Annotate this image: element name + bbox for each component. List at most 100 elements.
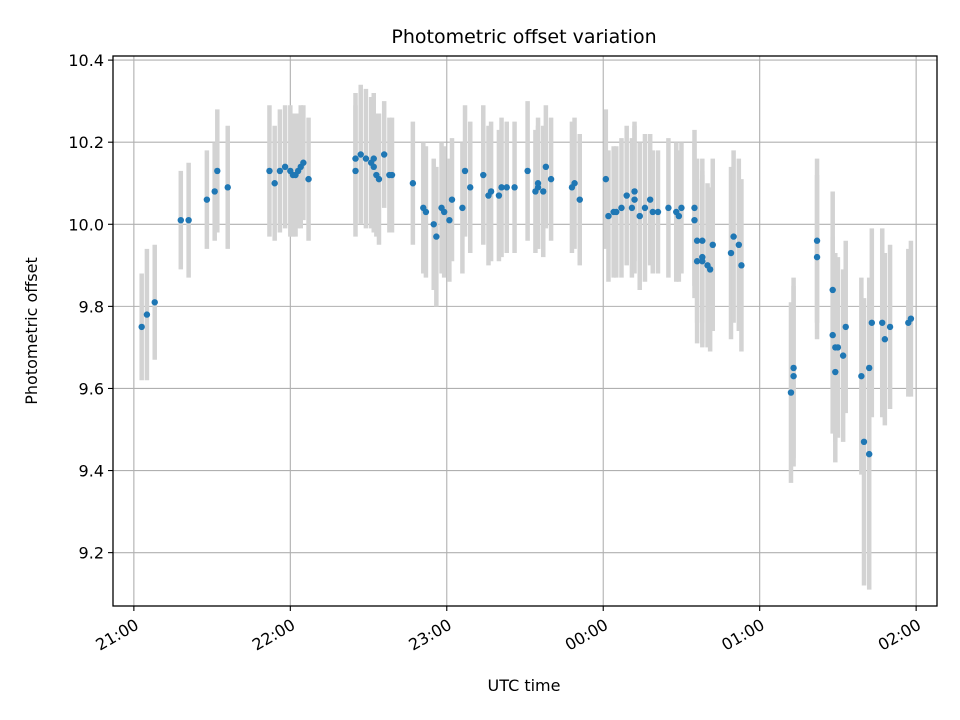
data-point (641, 204, 649, 212)
data-point (706, 266, 714, 273)
data-point (571, 180, 578, 187)
data-point (813, 237, 821, 244)
data-point (357, 151, 364, 158)
data-point (138, 323, 145, 331)
data-point (602, 175, 610, 183)
y-tick-label: 9.2 (79, 544, 104, 563)
data-point (352, 167, 359, 175)
data-point (375, 175, 383, 183)
data-point (352, 155, 359, 162)
data-points (138, 151, 915, 458)
y-tick-label: 10.0 (68, 215, 104, 234)
data-point (547, 175, 555, 183)
data-point (388, 171, 396, 179)
data-point (699, 237, 706, 244)
data-point (511, 184, 518, 191)
x-tick-label: 02:00 (875, 615, 924, 655)
data-point (613, 208, 620, 216)
y-tick-label: 10.2 (68, 133, 104, 152)
data-point (829, 331, 836, 339)
data-point (271, 180, 278, 187)
data-point (618, 204, 625, 212)
data-point (813, 253, 821, 261)
data-point (459, 204, 466, 212)
data-point (440, 208, 448, 216)
data-point (693, 258, 701, 265)
data-point (738, 262, 745, 269)
data-point (839, 352, 847, 359)
error-bars (139, 84, 914, 590)
data-point (576, 196, 583, 203)
data-point (879, 319, 886, 326)
data-point (665, 204, 672, 212)
plot-frame (112, 55, 938, 607)
data-point (886, 323, 894, 331)
x-tick-label: 21:00 (92, 615, 141, 655)
x-tick-label: 01:00 (718, 615, 767, 655)
data-point (636, 212, 643, 220)
data-point (727, 249, 735, 257)
data-point (540, 188, 547, 195)
data-point (467, 184, 474, 191)
data-point (305, 175, 312, 183)
grid-lines (113, 56, 937, 606)
data-point (409, 180, 417, 187)
y-tick-label: 9.8 (79, 297, 104, 316)
data-point (151, 299, 158, 306)
data-point (623, 192, 630, 199)
data-point (646, 196, 654, 203)
data-point (433, 233, 440, 240)
data-point (185, 216, 192, 224)
data-point (503, 184, 510, 191)
data-point (675, 212, 683, 220)
data-point (691, 204, 698, 212)
data-point (380, 151, 388, 158)
data-point (370, 163, 377, 171)
data-point (266, 167, 273, 175)
data-point (631, 188, 638, 195)
data-point (422, 208, 430, 216)
x-tick-label: 23:00 (405, 615, 454, 655)
data-point (832, 368, 839, 376)
data-point (790, 364, 797, 372)
data-point (487, 188, 495, 195)
data-point (730, 233, 737, 240)
y-tick-label: 9.4 (79, 462, 104, 481)
data-point (300, 159, 307, 166)
y-axis: 9.2 9.4 9.6 9.8 10.0 10.2 10.4 (68, 51, 113, 563)
data-point (177, 216, 184, 224)
data-point (143, 311, 151, 318)
data-point (448, 196, 456, 203)
data-point (224, 184, 231, 191)
data-point (787, 389, 795, 396)
data-point (495, 192, 503, 199)
data-point (868, 319, 876, 326)
data-point (203, 196, 211, 203)
data-point (649, 208, 656, 216)
data-point (860, 438, 868, 446)
data-point (534, 180, 542, 187)
data-point (709, 241, 716, 249)
data-point (691, 216, 698, 224)
data-point (735, 241, 743, 249)
data-point (866, 364, 873, 372)
chart-title: Photometric offset variation (391, 26, 656, 48)
data-point (430, 221, 437, 228)
data-point (605, 212, 612, 220)
data-point (790, 372, 797, 380)
data-point (699, 258, 706, 265)
data-point (907, 315, 915, 322)
y-tick-label: 10.4 (68, 51, 104, 70)
data-point (678, 204, 685, 212)
data-point (834, 344, 842, 351)
data-point (654, 208, 662, 216)
data-point (881, 336, 889, 343)
x-tick-label: 22:00 (249, 615, 298, 655)
data-point (693, 237, 701, 244)
y-tick-label: 9.6 (79, 379, 104, 398)
data-point (498, 184, 505, 191)
data-point (542, 163, 550, 171)
data-point (276, 167, 284, 175)
x-axis: 21:00 22:00 23:00 00:00 01:00 02:00 (92, 606, 924, 655)
